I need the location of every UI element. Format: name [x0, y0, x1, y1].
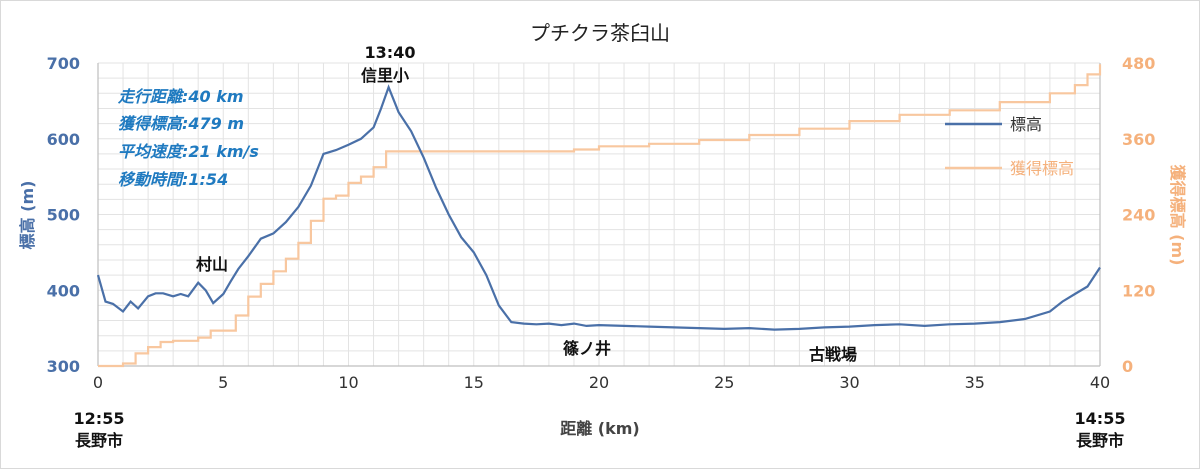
y-right-axis-label: 獲得標高 (m) [1168, 165, 1187, 266]
y-right-tick-label: 120 [1122, 281, 1155, 300]
x-tick-label: 25 [714, 373, 734, 392]
y-right-tick-label: 360 [1122, 130, 1155, 149]
legend: 標高 獲得標高 [945, 115, 1074, 178]
annotation-shinonoi: 篠ノ井 [563, 339, 611, 358]
x-axis-label: 距離 (km) [560, 419, 640, 438]
x-tick-label: 35 [965, 373, 985, 392]
y-right-tick-label: 480 [1122, 54, 1155, 73]
annotation-kosenjo: 古戦場 [809, 345, 857, 364]
y-right-tick-labels: 0 120 240 360 480 [1122, 54, 1155, 376]
x-tick-label: 30 [839, 373, 859, 392]
annotation-start-place: 長野市 [75, 431, 123, 450]
annotation-shinrisho: 信里小 [361, 66, 409, 85]
y-left-tick-labels: 300 400 500 600 700 [47, 54, 80, 376]
stat-moving-time: 移動時間:1:54 [118, 170, 228, 189]
stat-speed: 平均速度:21 km/s [118, 142, 259, 161]
y-left-tick-label: 500 [47, 206, 80, 225]
y-left-tick-label: 700 [47, 54, 80, 73]
annotation-end-time: 14:55 [1075, 409, 1126, 428]
stat-distance: 走行距離:40 km [117, 87, 244, 106]
y-right-tick-label: 0 [1122, 357, 1133, 376]
y-right-tick-label: 240 [1122, 206, 1155, 225]
x-tick-labels: 0 5 10 15 20 25 30 35 40 [93, 373, 1110, 392]
axes [97, 63, 1101, 367]
x-tick-label: 5 [218, 373, 228, 392]
x-tick-label: 10 [338, 373, 358, 392]
x-tick-label: 15 [464, 373, 484, 392]
annotation-time-1340: 13:40 [365, 43, 416, 62]
legend-label-gain: 獲得標高 [1010, 159, 1074, 178]
annotation-murayama: 村山 [196, 255, 228, 274]
series-line-gain [98, 64, 1102, 368]
chart-title: プチクラ茶臼山 [530, 21, 670, 45]
y-left-tick-label: 600 [47, 130, 80, 149]
grid [97, 62, 1101, 367]
y-left-tick-label: 400 [47, 281, 80, 300]
annotation-start-time: 12:55 [74, 409, 125, 428]
x-tick-label: 20 [589, 373, 609, 392]
annotation-end-place: 長野市 [1076, 431, 1124, 450]
stat-gain: 獲得標高:479 m [118, 114, 244, 133]
series-line-elevation [96, 84, 1101, 331]
legend-label-elevation: 標高 [1010, 115, 1042, 134]
x-tick-label: 0 [93, 373, 103, 392]
x-tick-label: 40 [1090, 373, 1110, 392]
y-left-tick-label: 300 [47, 357, 80, 376]
y-left-axis-label: 標高 (m) [18, 181, 37, 250]
